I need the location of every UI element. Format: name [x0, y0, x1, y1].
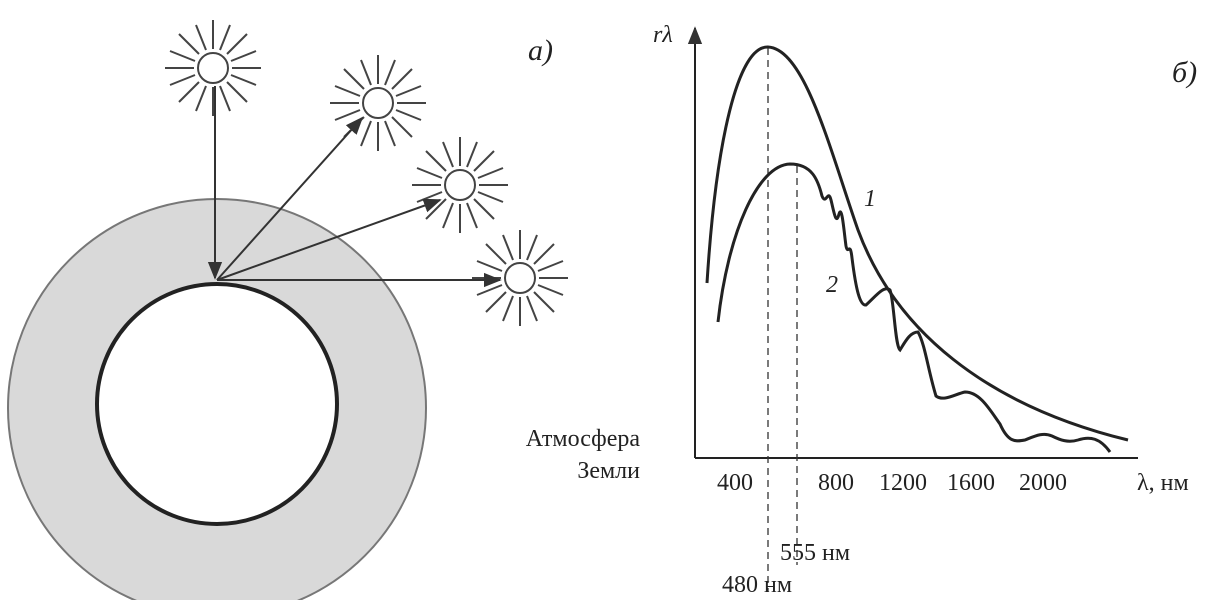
sun — [472, 230, 568, 326]
earth — [97, 284, 337, 524]
panel-a: а) Атмосфера Земли — [8, 20, 640, 600]
curve-label: 2 — [826, 272, 838, 298]
curve-label: 1 — [864, 186, 876, 212]
atmosphere-label: Земли — [577, 458, 640, 484]
x-tick-label: 1600 — [947, 470, 995, 496]
marker-label: 555 нм — [780, 540, 850, 566]
curve-1 — [707, 47, 1128, 440]
sun — [165, 20, 261, 116]
panel-label: б) — [1172, 56, 1197, 89]
x-tick-label: 2000 — [1019, 470, 1067, 496]
panel-label: а) — [528, 34, 553, 67]
atmosphere-label: Атмосфера — [526, 426, 641, 452]
curve-2 — [718, 164, 1110, 452]
marker-label: 480 нм — [722, 572, 792, 598]
x-tick-label: 400 — [717, 470, 753, 496]
x-tick-label: 1200 — [879, 470, 927, 496]
x-axis-label: λ, нм — [1137, 470, 1189, 496]
panel-b: rλ б) 1 2 400 800 1200 1600 2000 λ, нм 5… — [653, 22, 1197, 598]
sun — [412, 137, 508, 233]
x-tick-label: 800 — [818, 470, 854, 496]
y-axis-label: rλ — [653, 22, 673, 48]
figure: а) Атмосфера Земли rλ б) 1 2 400 800 120… — [0, 0, 1229, 600]
